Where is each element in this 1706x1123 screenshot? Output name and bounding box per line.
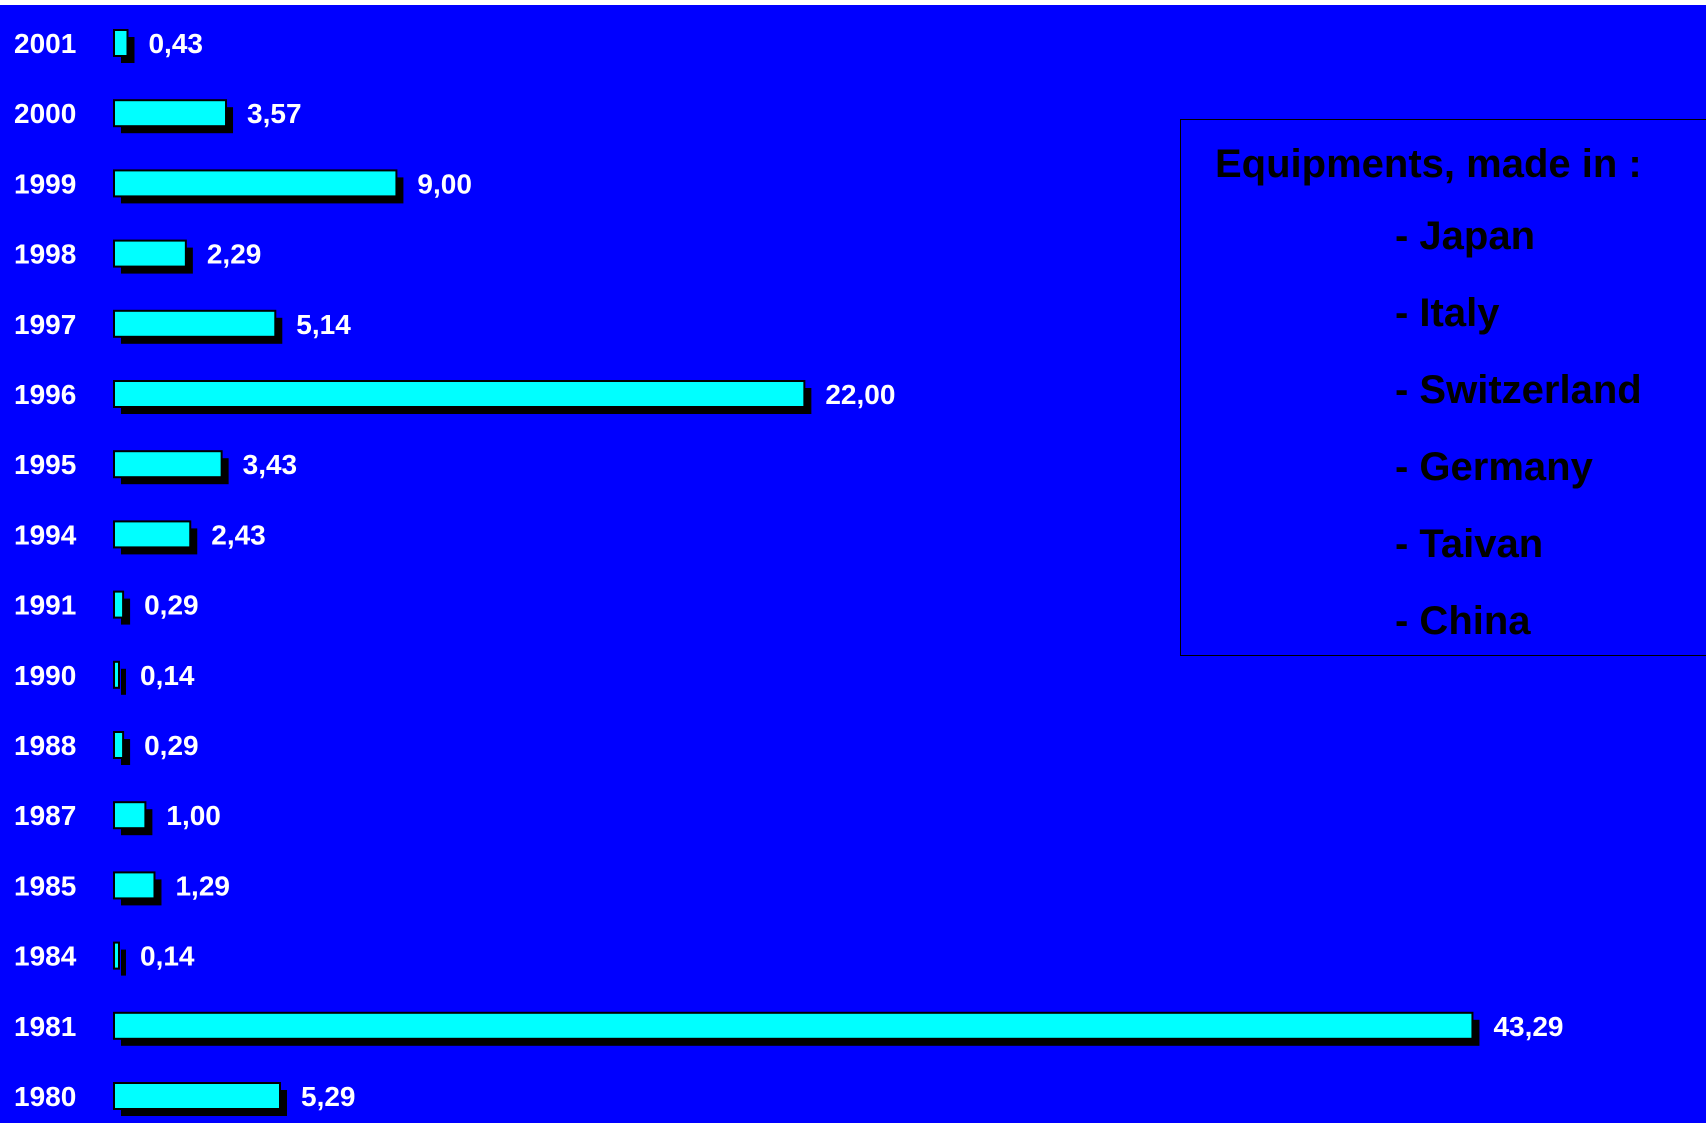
- bar-1980: [113, 1082, 282, 1110]
- bar-1997: [113, 309, 277, 338]
- year-label-1991: 1991: [14, 590, 76, 621]
- bar-2000: [113, 99, 228, 128]
- bar-1998: [113, 239, 187, 268]
- legend-box: Equipments, made in : - Japan - Italy - …: [1180, 119, 1706, 656]
- bar-shadow-1991: [121, 598, 131, 625]
- year-label-1985: 1985: [14, 870, 76, 901]
- bar-1985: [113, 871, 156, 900]
- value-label-1994: 2,43: [211, 519, 266, 550]
- bar-1996: [113, 380, 806, 408]
- legend-item-italy: - Italy: [1395, 291, 1500, 335]
- legend-item-taivan: - Taivan: [1395, 522, 1544, 566]
- bar-1995: [113, 450, 223, 479]
- value-label-1984: 0,14: [140, 941, 195, 972]
- bar-1990: [113, 660, 120, 689]
- bar-shadow-1984: [121, 949, 126, 976]
- value-label-1988: 0,29: [144, 730, 199, 761]
- legend-list: - Japan - Italy - Switzerland - Germany …: [1395, 212, 1642, 674]
- value-label-1991: 0,29: [144, 590, 199, 621]
- bar-1999: [113, 169, 398, 198]
- value-label-1990: 0,14: [140, 660, 195, 691]
- value-label-2000: 3,57: [247, 98, 302, 129]
- year-label-1999: 1999: [14, 168, 76, 199]
- legend-item-switzerland: - Switzerland: [1395, 368, 1642, 412]
- bar-1987: [113, 801, 147, 830]
- value-label-1985: 1,29: [175, 870, 230, 901]
- bar-1988: [113, 731, 125, 759]
- value-label-1981: 43,29: [1493, 1011, 1563, 1042]
- bar-2001: [113, 29, 129, 57]
- bar-1991: [113, 590, 125, 619]
- legend-item-china: - China: [1395, 599, 1531, 643]
- chart-area: 2001 0,43 2000 3,57 1999 9,00 1998 2,29 1997 5,14…: [0, 5, 1706, 1123]
- value-label-1998: 2,29: [207, 239, 262, 270]
- value-label-1997: 5,14: [296, 309, 351, 340]
- year-label-1984: 1984: [14, 941, 77, 972]
- year-label-2000: 2000: [14, 98, 76, 129]
- year-label-1990: 1990: [14, 660, 76, 691]
- value-label-1996: 22,00: [825, 379, 895, 410]
- legend-title: Equipments, made in :: [1215, 142, 1642, 186]
- year-label-1988: 1988: [14, 730, 76, 761]
- bar-shadow-1988: [121, 739, 131, 765]
- bar-1981: [113, 1011, 1474, 1040]
- year-label-1995: 1995: [14, 449, 76, 480]
- value-label-2001: 0,43: [148, 28, 203, 59]
- value-label-1987: 1,00: [166, 800, 221, 831]
- legend-item-germany: - Germany: [1395, 445, 1593, 489]
- year-label-2001: 2001: [14, 28, 76, 59]
- bar-1994: [113, 520, 192, 549]
- bar-1984: [113, 941, 120, 970]
- year-label-1998: 1998: [14, 239, 76, 270]
- value-label-1980: 5,29: [301, 1081, 356, 1112]
- bar-chart: 2001 0,43 2000 3,57 1999 9,00 1998 2,29 1997 5,14…: [14, 28, 1564, 1116]
- value-label-1995: 3,43: [243, 449, 298, 480]
- year-label-1987: 1987: [14, 800, 76, 831]
- year-label-1981: 1981: [14, 1011, 76, 1042]
- year-label-1994: 1994: [14, 519, 77, 550]
- year-label-1996: 1996: [14, 379, 76, 410]
- year-label-1997: 1997: [14, 309, 76, 340]
- legend-item-japan: - Japan: [1395, 214, 1536, 258]
- value-label-1999: 9,00: [417, 168, 472, 199]
- bar-shadow-1990: [121, 668, 126, 695]
- year-label-1980: 1980: [14, 1081, 76, 1112]
